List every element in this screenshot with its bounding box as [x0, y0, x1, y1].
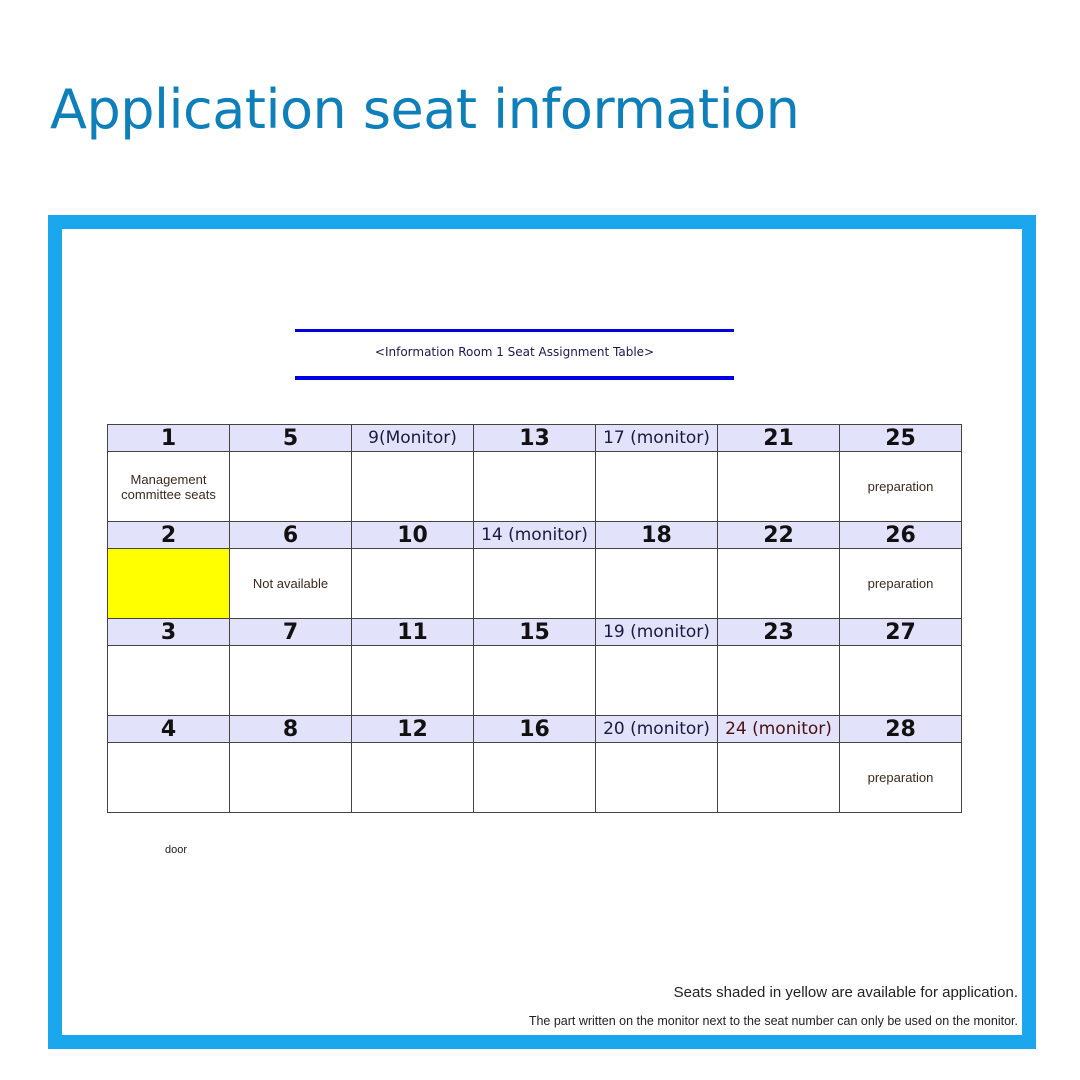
seat-cell: [717, 742, 840, 813]
table-caption: <Information Room 1 Seat Assignment Tabl…: [374, 345, 655, 359]
seat-cell-available[interactable]: [107, 548, 230, 619]
seat-number: 14 (monitor): [473, 521, 596, 549]
seat-number: 19 (monitor): [595, 618, 718, 646]
seat-number: 4: [107, 715, 230, 743]
seat-cell: [351, 645, 474, 716]
seat-number: 24 (monitor): [717, 715, 840, 743]
seat-cell: [473, 645, 596, 716]
seat-number-row: 1 5 9(Monitor) 13 17 (monitor) 21 25: [107, 424, 962, 452]
seat-cell: [473, 742, 596, 813]
seat-cell: [717, 451, 840, 522]
seat-body-row: Management committee seats preparation: [107, 451, 962, 522]
page-title: Application seat information: [50, 78, 800, 141]
seat-number: 8: [229, 715, 352, 743]
seat-cell: [717, 548, 840, 619]
seat-number: 11: [351, 618, 474, 646]
seat-body-row: [107, 645, 962, 716]
seat-number: 26: [839, 521, 962, 549]
seat-number: 23: [717, 618, 840, 646]
seat-cell: [107, 645, 230, 716]
seat-cell: [473, 548, 596, 619]
seat-number: 12: [351, 715, 474, 743]
seat-number-row: 2 6 10 14 (monitor) 18 22 26: [107, 521, 962, 549]
seat-cell: [595, 451, 718, 522]
seat-cell: [595, 548, 718, 619]
seat-cell: [229, 451, 352, 522]
seat-cell: preparation: [839, 451, 962, 522]
seat-cell: preparation: [839, 742, 962, 813]
note-yellow-seats: Seats shaded in yellow are available for…: [673, 984, 1018, 1001]
seat-cell: [839, 645, 962, 716]
seat-number: 6: [229, 521, 352, 549]
seat-cell: [351, 548, 474, 619]
seat-cell: [229, 742, 352, 813]
seat-number: 5: [229, 424, 352, 452]
seat-number: 21: [717, 424, 840, 452]
seat-assignment-table: 1 5 9(Monitor) 13 17 (monitor) 21 25 Management…: [107, 424, 962, 813]
seat-body-row: Not available preparation: [107, 548, 962, 619]
seat-number: 10: [351, 521, 474, 549]
seat-cell: [351, 742, 474, 813]
seat-cell: Not available: [229, 548, 352, 619]
note-monitor-seats: The part written on the monitor next to …: [528, 1014, 1018, 1028]
seat-cell: preparation: [839, 548, 962, 619]
door-label: door: [165, 844, 188, 856]
seat-number: 17 (monitor): [595, 424, 718, 452]
seat-number: 9(Monitor): [351, 424, 474, 452]
seat-number: 7: [229, 618, 352, 646]
seat-cell: [473, 451, 596, 522]
seat-number: 13: [473, 424, 596, 452]
seat-cell: [595, 742, 718, 813]
seat-number-row: 3 7 11 15 19 (monitor) 23 27: [107, 618, 962, 646]
seat-cell: [229, 645, 352, 716]
seat-number-row: 4 8 12 16 20 (monitor) 24 (monitor) 28: [107, 715, 962, 743]
table-caption-box: <Information Room 1 Seat Assignment Tabl…: [295, 329, 734, 380]
seat-number: 3: [107, 618, 230, 646]
seat-number: 28: [839, 715, 962, 743]
seat-cell: [717, 645, 840, 716]
seat-number: 27: [839, 618, 962, 646]
seat-number: 2: [107, 521, 230, 549]
seat-number: 1: [107, 424, 230, 452]
seat-cell: [351, 451, 474, 522]
seat-number: 15: [473, 618, 596, 646]
seat-number: 22: [717, 521, 840, 549]
seat-body-row: preparation: [107, 742, 962, 813]
seat-number: 18: [595, 521, 718, 549]
seat-cell: Management committee seats: [107, 451, 230, 522]
seat-number: 20 (monitor): [595, 715, 718, 743]
seat-number: 25: [839, 424, 962, 452]
seat-number: 16: [473, 715, 596, 743]
seat-cell: [107, 742, 230, 813]
seat-cell: [595, 645, 718, 716]
